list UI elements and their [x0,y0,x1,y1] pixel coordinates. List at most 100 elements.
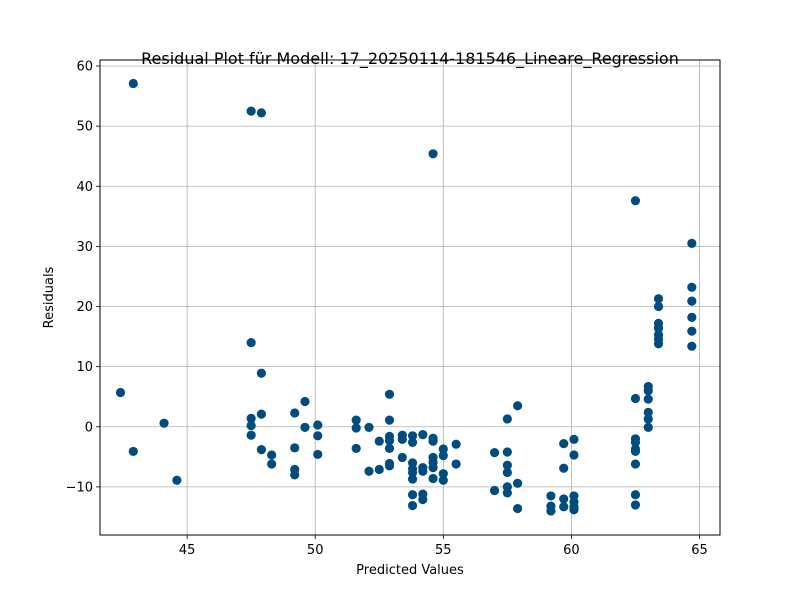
scatter-point [407,431,418,441]
scatter-point [351,443,361,454]
y-tick-label: 60 [76,60,93,75]
scatter-point [643,414,653,424]
scatter-point [407,500,418,511]
x-tick-label: 60 [563,543,580,558]
scatter-point [687,341,697,351]
scatter-point [630,196,641,206]
scatter-point [653,301,664,312]
scatter-point [428,473,438,484]
scatter-point [384,461,395,471]
scatter-point [313,431,323,441]
x-axis-label: Predicted Values [356,563,464,578]
scatter-point [630,446,641,457]
scatter-point [428,436,438,446]
scatter-point [438,475,448,485]
scatter-point [384,389,395,399]
scatter-point [569,450,579,460]
scatter-point [397,452,407,463]
scatter-point [246,337,256,348]
scatter-point [300,396,310,407]
scatter-point [290,408,300,418]
scatter-point [630,490,641,500]
scatter-point [407,437,418,448]
scatter-point [559,463,569,473]
y-tick-label: 50 [76,120,93,135]
grid [100,60,720,535]
scatter-point [313,420,323,430]
y-tick-label: −10 [66,480,93,495]
scatter-point [290,443,300,453]
scatter-point [397,434,407,444]
x-tick-label: 50 [307,543,324,558]
scatter-point [159,418,169,428]
scatter-point [559,502,569,512]
scatter-point [502,447,512,457]
scatter-point [438,444,448,454]
scatter-point [513,478,523,488]
scatter-point [267,459,277,469]
scatter-point [267,450,277,460]
scatter-point [630,393,641,404]
scatter-point [418,494,428,505]
scatter-point [172,475,182,485]
plot-frame [99,59,721,536]
scatter-point [559,439,569,449]
scatter-point [384,443,395,454]
scatter-point [687,312,697,322]
scatter-point [351,415,361,425]
y-tick-label: 0 [85,420,93,435]
scatter-point [546,506,556,516]
scatter-point [351,423,361,433]
scatter-point [384,436,395,446]
scatter-point [374,436,384,446]
scatter-point [407,474,418,484]
scatter-point [256,409,267,419]
scatter-point [687,326,697,336]
scatter-point [384,415,395,425]
scatter-point [418,429,428,440]
scatter-point [364,466,374,476]
scatter-point [643,422,653,432]
scatter-point [418,466,428,476]
scatter-point [313,449,323,460]
scatter-point [502,488,512,498]
scatter-point [246,430,256,440]
scatter-point [364,422,374,432]
scatter-point [489,448,500,458]
scatter-point [687,282,697,292]
scatter-point [128,446,138,457]
scatter-point [407,490,418,500]
scatter-point [246,413,256,423]
scatter-point [115,387,126,398]
scatter-point [630,459,641,469]
y-tick-label: 40 [76,180,93,195]
y-axis-label: Residuals [42,266,57,328]
scatter-point [128,78,138,89]
scatter-point [428,149,438,159]
scatter-point [630,500,641,510]
scatter-point [569,505,579,515]
x-tick-label: 65 [691,543,708,558]
scatter-point [256,108,267,118]
scatter-point [246,420,256,431]
scatter-point [569,434,579,444]
scatter-point [643,386,653,396]
scatter-point [256,368,267,378]
scatter-point [513,401,523,411]
y-tick-label: 10 [76,360,93,375]
scatter-point [428,463,438,473]
scatter-point [653,323,664,333]
scatter-point [451,439,461,449]
scatter-point [502,467,512,478]
scatter-point [489,485,500,496]
x-tick-label: 55 [435,543,452,558]
scatter-point [300,422,310,432]
scatter-point [687,296,697,306]
scatter-point [451,459,461,469]
y-tick-label: 20 [76,300,93,315]
scatter-point [438,451,448,461]
scatter-point [407,467,418,478]
y-tick-label: 30 [76,240,93,255]
